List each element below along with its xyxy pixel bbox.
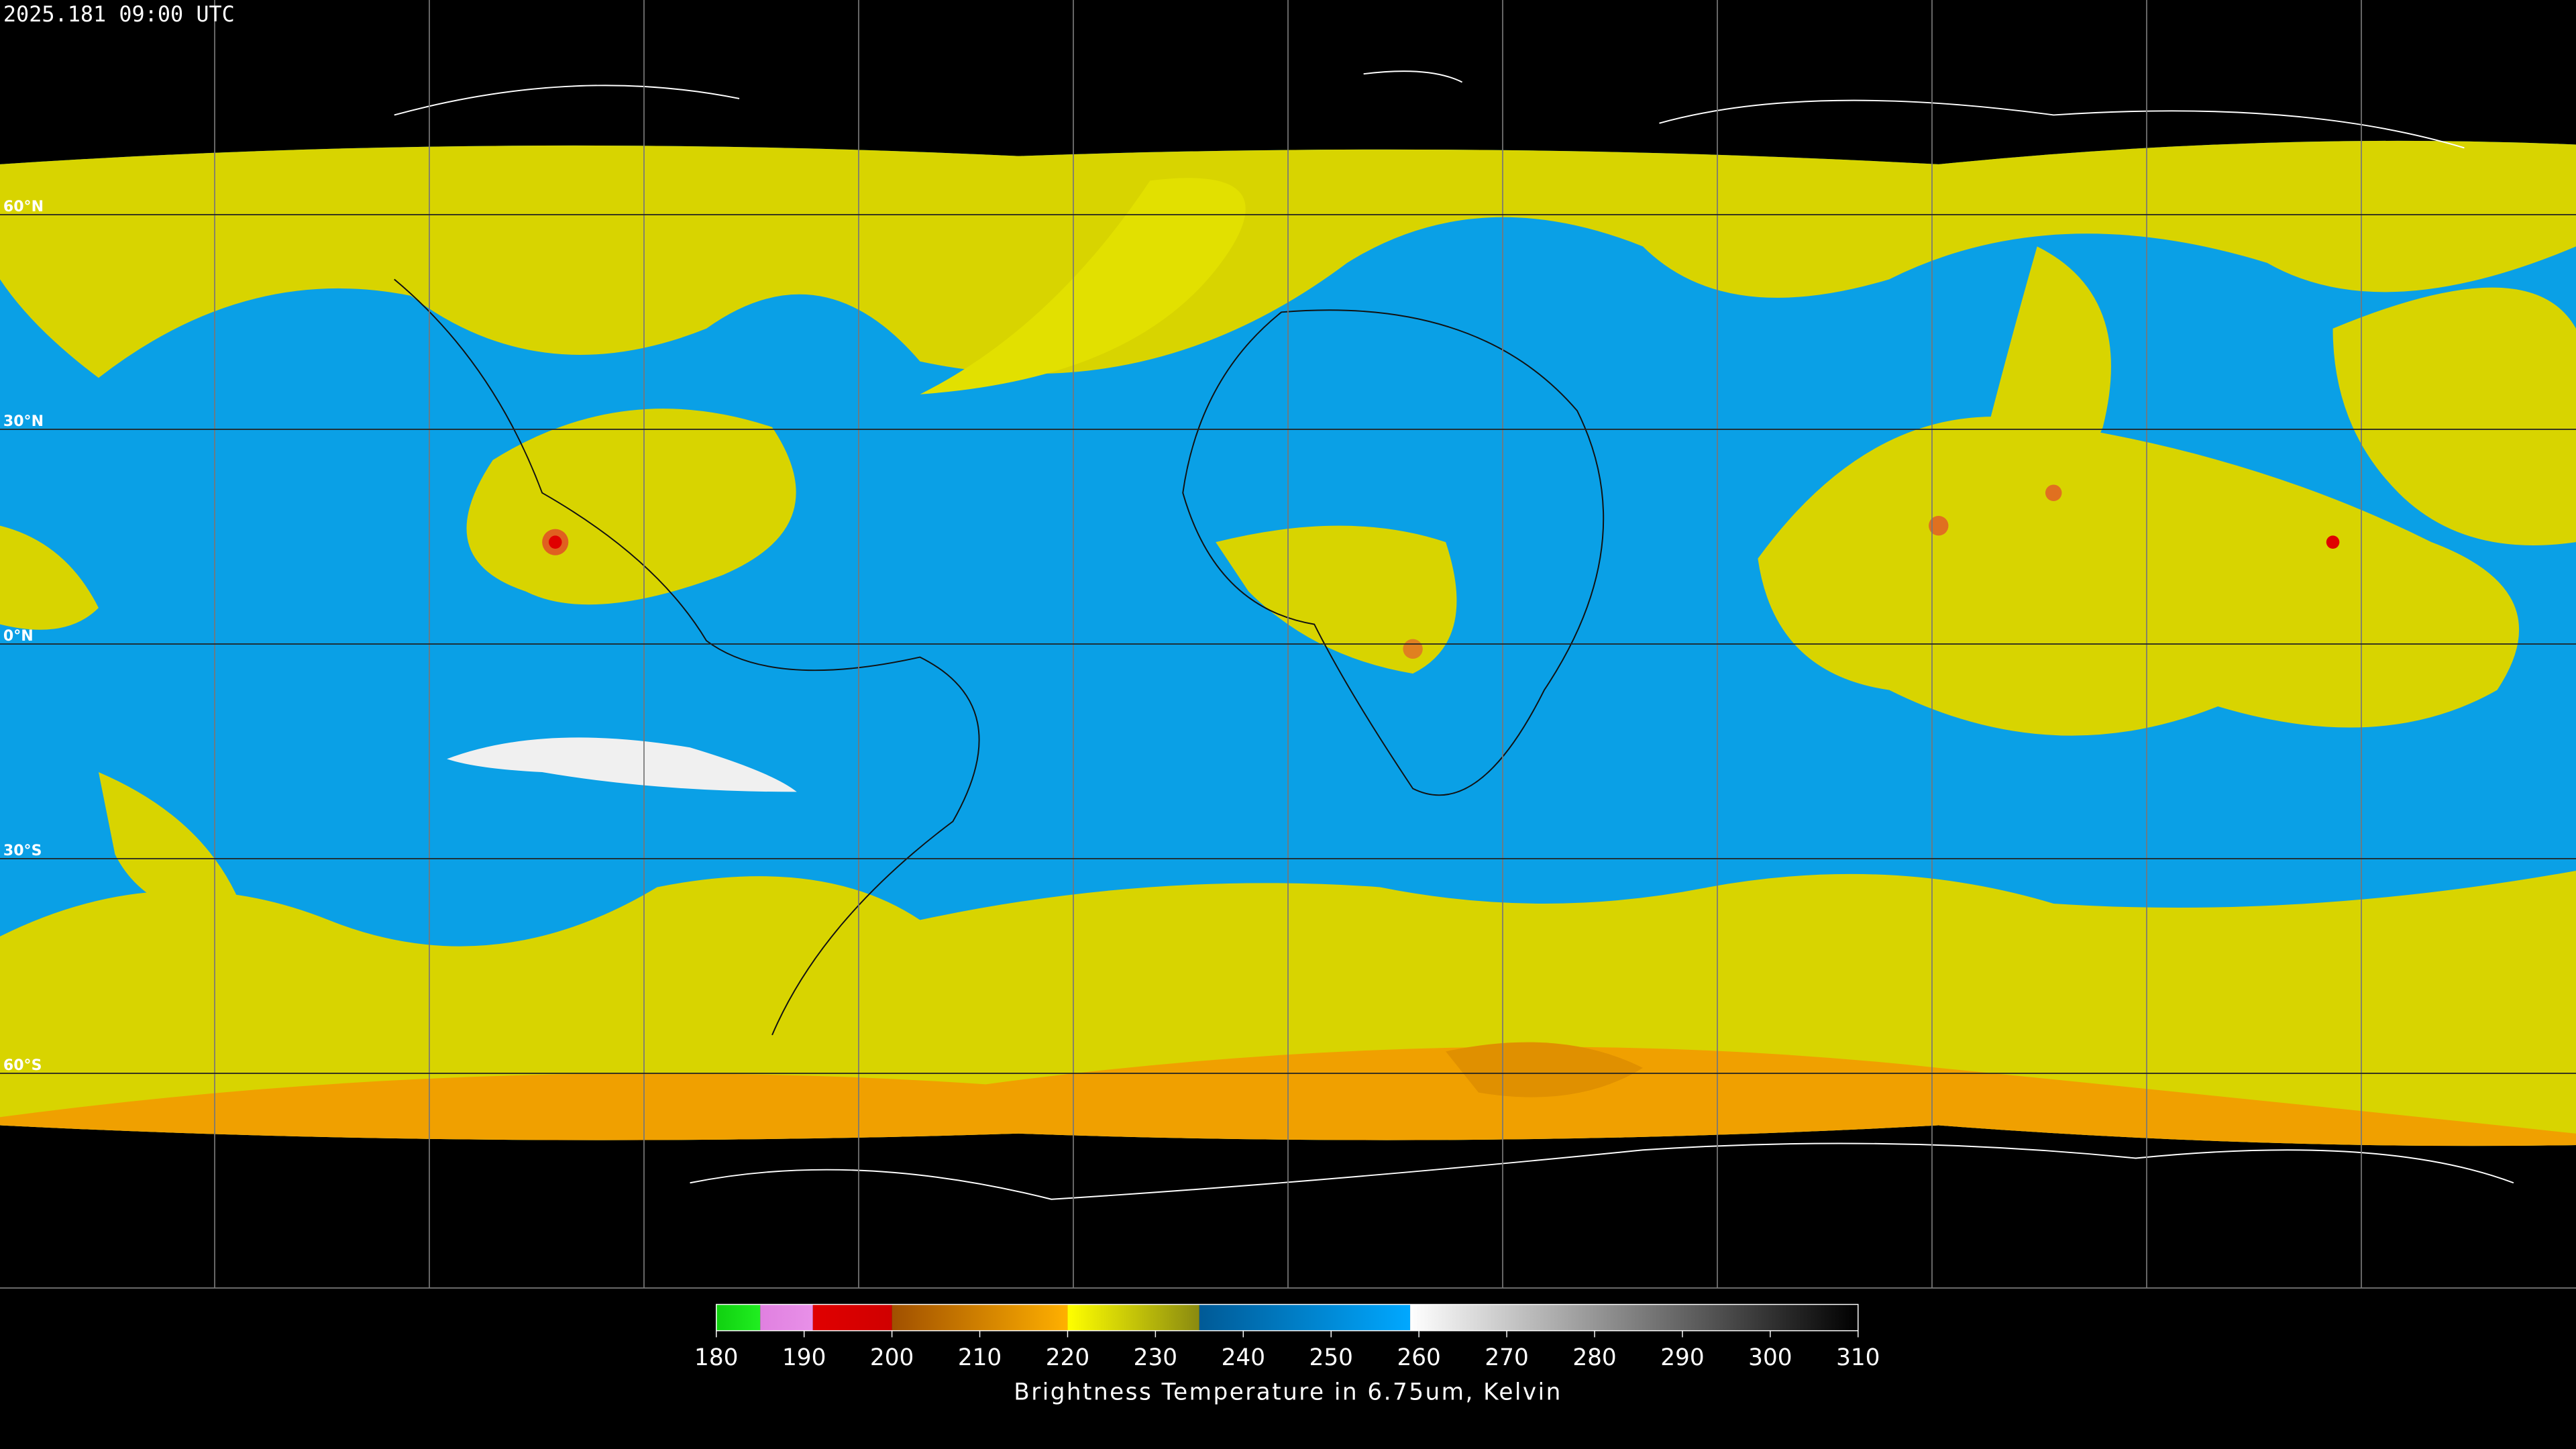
convection xyxy=(0,525,99,630)
coastline xyxy=(690,1142,2514,1200)
colorbar-tick-label: 280 xyxy=(1572,1344,1616,1371)
coastline xyxy=(394,70,2465,149)
latitude-label: 0°N xyxy=(3,628,34,645)
coastline xyxy=(394,278,980,1036)
colorbar-frame xyxy=(716,1303,1859,1332)
timestamp: 2025.181 09:00 UTC xyxy=(3,1,235,27)
moist-band xyxy=(920,178,1246,394)
colorbar-tick-label: 290 xyxy=(1660,1344,1704,1371)
colorbar-tick-label: 200 xyxy=(870,1344,914,1371)
storm-core xyxy=(1929,515,1949,536)
colorbar-tick-label: 300 xyxy=(1748,1344,1792,1371)
colorbar-segment xyxy=(760,1304,813,1331)
colorbar-tick-label: 220 xyxy=(1046,1344,1089,1371)
colorbar-tick-label: 230 xyxy=(1134,1344,1177,1371)
colorbar-tick-label: 240 xyxy=(1222,1344,1265,1371)
convection xyxy=(1216,525,1457,674)
colorbar-tick-label: 310 xyxy=(1836,1344,1880,1371)
colorbar: 180 190 200 210 220 230 240 250 260 270 280 290 300 3… xyxy=(694,1303,1880,1371)
moist-band xyxy=(2332,287,2576,546)
moist-band xyxy=(98,772,247,920)
colorbar-tick-label: 190 xyxy=(782,1344,826,1371)
colorbar-title: Brightness Temperature in 6.75um, Kelvin xyxy=(1014,1379,1562,1406)
colorbar-segment xyxy=(1199,1304,1411,1331)
latitude-label: 60°N xyxy=(3,199,44,215)
cold-band xyxy=(1446,1042,1643,1097)
colorbar-segment xyxy=(892,1304,1068,1331)
colorbar-tick-label: 180 xyxy=(694,1344,738,1371)
storm-core xyxy=(2045,484,2062,501)
coastline xyxy=(1182,309,1605,796)
storm-core xyxy=(2326,535,2340,549)
convection xyxy=(1758,416,2520,736)
colorbar-segment xyxy=(716,1304,761,1331)
latitude-label: 60°S xyxy=(3,1057,42,1074)
colorbar-tick-label: 270 xyxy=(1485,1344,1528,1371)
colorbar-tick-label: 210 xyxy=(958,1344,1002,1371)
dry-slot xyxy=(447,737,797,792)
convection xyxy=(466,409,796,605)
graticule: 60°N 30°N 0°N 30°S 60°S xyxy=(0,0,2576,1289)
storm-core xyxy=(1403,639,1423,659)
storm-core xyxy=(548,535,562,549)
colorbar-segment xyxy=(812,1304,892,1331)
colorbar-tick-label: 260 xyxy=(1397,1344,1440,1371)
colorbar-tick-label: 250 xyxy=(1309,1344,1353,1371)
latitude-label: 30°S xyxy=(3,843,42,859)
colorbar-segment xyxy=(1410,1304,1858,1331)
latitude-label: 30°N xyxy=(3,413,44,430)
colorbar-segment xyxy=(1067,1304,1199,1331)
